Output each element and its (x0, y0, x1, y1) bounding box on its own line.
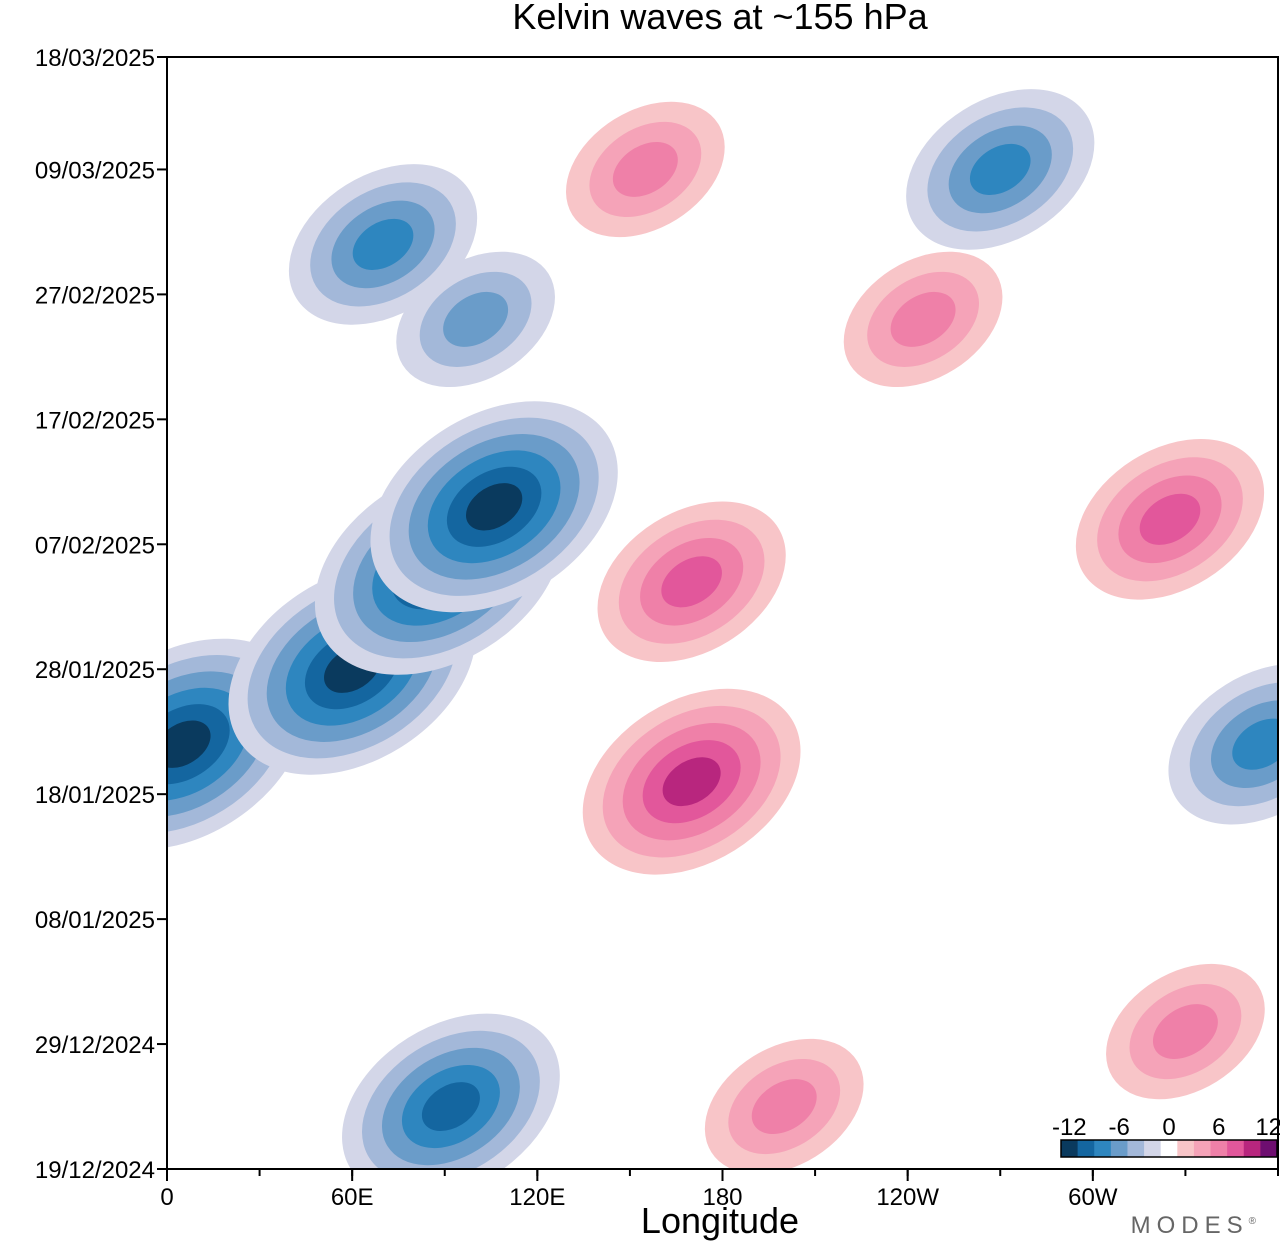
brand-name: MODES (1130, 1212, 1249, 1239)
colorbar-frame (1060, 1139, 1278, 1158)
colorbar-tick-label: 0 (1162, 1114, 1175, 1141)
colorbar-tick-label: 6 (1212, 1114, 1225, 1141)
negative-anomaly-8 (396, 251, 555, 388)
contour-level (421, 1082, 480, 1131)
positive-anomaly-15 (1106, 963, 1265, 1100)
colorbar-swatch (1110, 1140, 1128, 1157)
contour-level (1152, 1004, 1218, 1060)
x-axis: 0 60E 120E 180 120W 60W (160, 1169, 1279, 1211)
colorbar-swatch (1144, 1140, 1162, 1157)
colorbar-swatch (1094, 1140, 1112, 1157)
contour-level (1139, 493, 1201, 545)
colorbar-swatch (1243, 1140, 1261, 1157)
negative-anomaly-3 (370, 401, 618, 613)
brand-logo: MODES® (1131, 1212, 1256, 1240)
colorbar-swatch (1061, 1140, 1079, 1157)
positive-anomaly-11 (1075, 439, 1265, 600)
contour-level (352, 218, 414, 270)
positive-anomaly-10 (597, 501, 786, 663)
colorbar-tick-label: -12 (1052, 1114, 1087, 1141)
y-tick-label: 29/12/2024 (35, 1032, 155, 1059)
contour-level (465, 483, 523, 531)
colorbar-swatch (1077, 1140, 1095, 1157)
contour-level (751, 1079, 817, 1134)
colorbar-swatch (1160, 1140, 1178, 1157)
y-tick-label: 08/01/2025 (35, 907, 155, 934)
contour-level (167, 720, 211, 768)
contour-level (661, 556, 722, 608)
contour-level (969, 143, 1031, 196)
x-axis-label: Longitude (640, 1200, 800, 1241)
positive-anomaly-12 (843, 251, 1003, 388)
contour-level (612, 142, 678, 197)
x-tick-label: 0 (160, 1184, 173, 1211)
colorbar-swatch (1210, 1140, 1228, 1157)
positive-anomaly-14 (704, 1038, 864, 1169)
colorbar-swatch (1227, 1140, 1245, 1157)
y-tick-label: 27/02/2025 (35, 282, 155, 309)
colorbar-swatch (1127, 1140, 1145, 1157)
x-tick-label: 180 (702, 1184, 742, 1211)
y-tick-label: 19/12/2024 (35, 1157, 155, 1184)
y-tick-label: 18/03/2025 (35, 45, 155, 72)
positive-anomaly-13 (565, 101, 725, 238)
colorbar-swatch (1193, 1140, 1212, 1157)
contour-level (662, 757, 721, 807)
y-tick-label: 17/02/2025 (35, 407, 155, 434)
x-tick-label: 120E (509, 1184, 565, 1211)
contour-level (443, 291, 509, 347)
negative-anomaly-7 (906, 89, 1095, 250)
y-axis: 19/12/2024 29/12/2024 08/01/2025 18/01/2025… (35, 45, 167, 1184)
colorbar-swatch (1260, 1140, 1278, 1157)
contour-field (167, 89, 1278, 1169)
x-tick-label: 120W (876, 1184, 939, 1211)
y-tick-label: 09/03/2025 (35, 157, 155, 184)
y-tick-label: 07/02/2025 (35, 532, 155, 559)
colorbar-tick-label: 12 (1255, 1114, 1280, 1141)
colorbar: -12 -6 0 6 12 (1052, 1114, 1280, 1158)
registered-mark: ® (1248, 1216, 1256, 1227)
x-tick-label: 60W (1068, 1184, 1118, 1211)
negative-anomaly-4 (342, 1013, 560, 1169)
y-tick-label: 28/01/2025 (35, 657, 155, 684)
chart-title: Kelvin waves at ~155 hPa (512, 0, 928, 37)
negative-anomaly-6 (1168, 663, 1278, 825)
x-tick-label: 60E (331, 1184, 374, 1211)
colorbar-swatch (1177, 1140, 1195, 1157)
y-tick-label: 18/01/2025 (35, 782, 155, 809)
contour-level (890, 291, 956, 347)
positive-anomaly-9 (582, 688, 801, 875)
colorbar-tick-label: -6 (1108, 1114, 1129, 1141)
